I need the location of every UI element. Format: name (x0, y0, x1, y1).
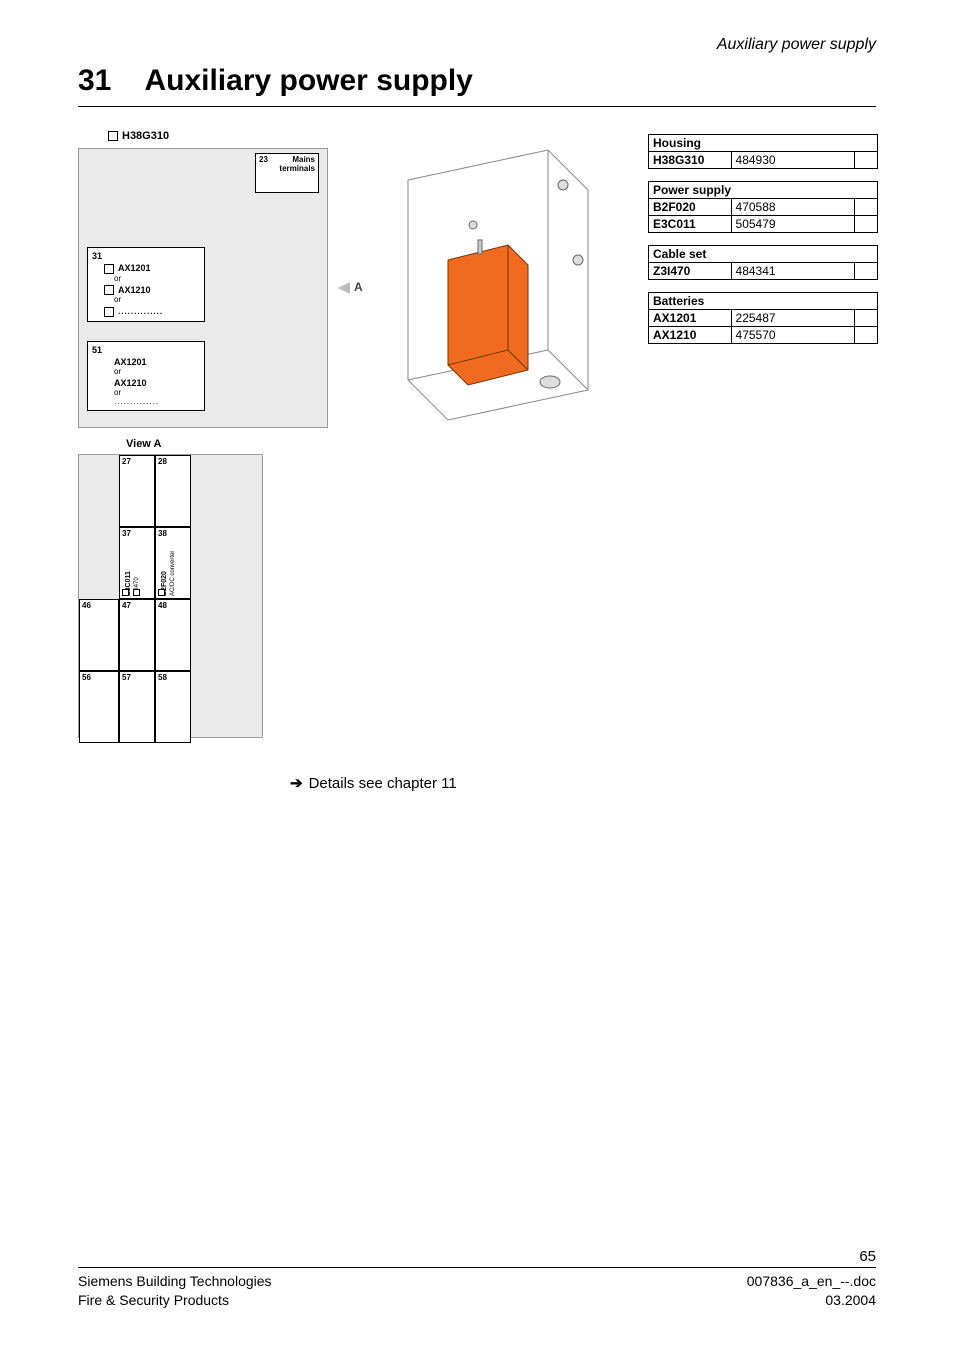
running-header: Auxiliary power supply (717, 36, 876, 54)
cable-set-table: Cable set Z3I470 484341 (648, 245, 878, 280)
footer-doc: 007836_a_en_--.doc (747, 1272, 876, 1292)
housing-code-label: H38G310 (108, 130, 169, 142)
housing-table: Housing H38G310 484930 (648, 134, 878, 169)
slot-31: 31 (92, 251, 200, 261)
va-cell-27: 27 (119, 455, 155, 527)
bat-part-0: 225487 (731, 310, 855, 327)
ps-part-1: 505479 (731, 216, 855, 233)
batteries-table: Batteries AX1201 225487 AX1210 475570 (648, 292, 878, 344)
arrow-right-icon: ➔ (290, 775, 303, 792)
slot-23: 23 (259, 156, 268, 165)
va-cell-37: 37 E3C011 Z3I470 (119, 527, 155, 599)
details-note: ➔ Details see chapter 11 (290, 774, 457, 792)
slot-51-box: 51 AX1201 or AX1210 or .............. (87, 341, 205, 411)
va-cell-46: 46 (79, 599, 119, 671)
slot-51-opt1: AX1201 (114, 357, 200, 367)
cs-code-0: Z3I470 (649, 263, 732, 280)
chapter-title-text: Auxiliary power supply (144, 64, 472, 97)
slot-51-dots: .............. (114, 397, 200, 406)
va-38-l2: AC/DC converter (170, 551, 176, 596)
table-row: AX1210 475570 (649, 327, 878, 344)
mains-label-2: terminals (279, 164, 315, 173)
front-panel-diagram: 23 Mains terminals 31 AX1201 or AX1210 o… (78, 148, 328, 428)
part-tables: Housing H38G310 484930 Power supply B2F0… (648, 134, 878, 356)
checkbox-icon (108, 131, 118, 141)
isometric-housing (378, 140, 628, 430)
checkbox-icon (104, 264, 114, 274)
housing-part-cell: 484930 (731, 152, 855, 169)
slot-31-dots: .............. (104, 306, 200, 317)
slot-51: 51 (92, 345, 200, 355)
cable-set-table-title: Cable set (649, 246, 878, 263)
slot-51-or2: or (114, 388, 200, 397)
ps-code-1: E3C011 (649, 216, 732, 233)
batteries-table-title: Batteries (649, 293, 878, 310)
housing-table-title: Housing (649, 135, 878, 152)
footer-date: 03.2004 (747, 1291, 876, 1311)
va-cell-56: 56 (79, 671, 119, 743)
view-a-label: View A (126, 438, 161, 450)
page-number: 65 (859, 1248, 876, 1265)
footer-division: Fire & Security Products (78, 1291, 272, 1311)
cs-part-0: 484341 (731, 263, 855, 280)
chapter-number: 31 (78, 64, 140, 98)
slot-31-box: 31 AX1201 or AX1210 or .............. (87, 247, 205, 322)
ps-part-0: 470588 (731, 199, 855, 216)
chapter-heading: 31 Auxiliary power supply (78, 64, 876, 107)
view-a-diagram: 27 28 37 E3C011 Z3I470 38 B2F020 AC/DC c… (78, 454, 263, 738)
checkbox-icon (104, 285, 114, 295)
footer-left: Siemens Building Technologies Fire & Sec… (78, 1272, 272, 1311)
bat-part-1: 475570 (731, 327, 855, 344)
table-row: H38G310 484930 (649, 152, 878, 169)
table-row: B2F020 470588 (649, 199, 878, 216)
va-cell-57: 57 (119, 671, 155, 743)
housing-code-cell: H38G310 (649, 152, 732, 169)
table-row: E3C011 505479 (649, 216, 878, 233)
housing-code: H38G310 (122, 130, 169, 142)
slot-31-opt2: AX1210 (104, 285, 200, 296)
bat-code-0: AX1201 (649, 310, 732, 327)
table-row: AX1201 225487 (649, 310, 878, 327)
view-arrow-a: A (338, 280, 363, 294)
slot-31-opt1: AX1201 (104, 263, 200, 274)
table-row: Z3I470 484341 (649, 263, 878, 280)
diagram-area: H38G310 23 Mains terminals 31 AX1201 or … (78, 130, 638, 765)
power-supply-table-title: Power supply (649, 182, 878, 199)
power-supply-table: Power supply B2F020 470588 E3C011 505479 (648, 181, 878, 233)
footer-right: 007836_a_en_--.doc 03.2004 (747, 1272, 876, 1311)
va-cell-28: 28 (155, 455, 191, 527)
va-cell-48: 48 (155, 599, 191, 671)
va-cell-47: 47 (119, 599, 155, 671)
footer-company: Siemens Building Technologies (78, 1272, 272, 1292)
page-footer: Siemens Building Technologies Fire & Sec… (78, 1267, 876, 1311)
slot-31-or1: or (114, 274, 200, 283)
slot-51-opt2: AX1210 (114, 378, 200, 388)
mains-label-1: Mains (292, 155, 315, 164)
va-cell-38: 38 B2F020 AC/DC converter (155, 527, 191, 599)
details-note-text: Details see chapter 11 (309, 775, 457, 792)
mains-terminals-box: 23 Mains terminals (255, 153, 319, 193)
ps-code-0: B2F020 (649, 199, 732, 216)
checkbox-icon (104, 307, 114, 317)
bat-code-1: AX1210 (649, 327, 732, 344)
slot-51-or1: or (114, 367, 200, 376)
slot-31-or2: or (114, 295, 200, 304)
va-cell-58: 58 (155, 671, 191, 743)
